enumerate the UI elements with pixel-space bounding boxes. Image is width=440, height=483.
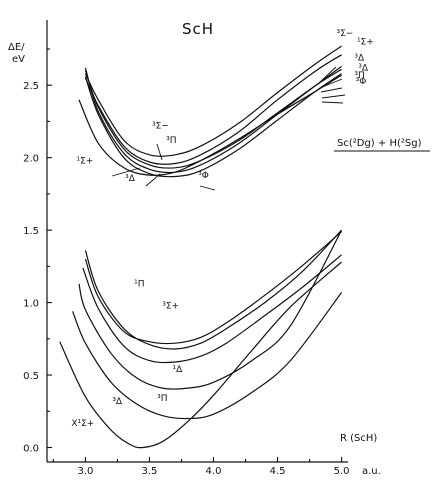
chart-title: ScH xyxy=(182,20,214,38)
state-label: X¹Σ+ xyxy=(71,419,94,429)
leader-line xyxy=(145,173,161,187)
x-tick-label: 3.5 xyxy=(142,466,158,477)
series-curve xyxy=(84,229,343,350)
state-label: ³Φ xyxy=(198,171,209,181)
series-curve xyxy=(59,261,342,449)
state-label: ³Σ− xyxy=(152,122,169,132)
x-tick-label: 4.5 xyxy=(270,466,286,477)
leader-line xyxy=(317,66,337,85)
axes: 0.0 0.5 1.0 1.5 2.0 2.5 3.0 3.5 4.0 4.5 5.0 xyxy=(23,20,350,477)
state-label: ³Π xyxy=(354,71,364,81)
leader-line xyxy=(319,78,343,89)
state-label: ¹Σ+ xyxy=(76,156,93,166)
x-axis-unit: a.u. xyxy=(362,466,381,477)
series-curve xyxy=(84,231,342,345)
state-label: ³Δ xyxy=(354,54,365,64)
leader-line xyxy=(156,143,163,161)
state-label: ¹Δ xyxy=(173,365,184,375)
state-label: ³Δ xyxy=(125,174,136,184)
series-curve xyxy=(84,68,342,169)
leader-line xyxy=(321,94,346,99)
series-curve xyxy=(84,45,342,157)
state-label: ³Δ xyxy=(112,397,123,407)
series-curve xyxy=(84,54,342,165)
x-tick-label: 3.0 xyxy=(77,466,93,477)
y-tick-label: 2.0 xyxy=(23,154,39,165)
series-curve xyxy=(82,254,342,364)
y-axis-label-line2: eV xyxy=(12,54,25,65)
y-tick-label: 1.5 xyxy=(23,226,39,237)
series-curve xyxy=(78,74,342,176)
leader-line xyxy=(320,87,343,93)
series-curve xyxy=(84,73,342,178)
leader-line xyxy=(199,185,216,191)
leader-line xyxy=(321,101,344,104)
curves xyxy=(59,45,343,449)
state-label: ³Σ+ xyxy=(162,301,179,311)
state-label: ¹Σ+ xyxy=(357,38,374,48)
series-curve xyxy=(78,229,343,390)
series-curve xyxy=(84,65,342,174)
series-curve xyxy=(72,292,343,420)
state-label: ¹Π xyxy=(134,280,144,290)
y-tick-label: 0.0 xyxy=(23,444,39,455)
x-tick-label: 5.0 xyxy=(334,466,350,477)
state-label: ³Π xyxy=(157,394,167,404)
x-axis-label: R (ScH) xyxy=(340,433,377,444)
x-tick-label: 4.0 xyxy=(206,466,222,477)
state-label: ³Σ− xyxy=(336,29,353,39)
state-label: ³Π xyxy=(166,136,176,146)
y-tick-label: 1.0 xyxy=(23,299,39,310)
leader-line xyxy=(111,167,141,177)
y-tick-label: 2.5 xyxy=(23,81,39,92)
state-label: ³Φ xyxy=(356,77,367,87)
state-label: ³Δ xyxy=(358,64,369,74)
y-tick-label: 0.5 xyxy=(23,371,39,382)
asymptote-label: Sc(²Dg) + H(²Sg) xyxy=(337,138,422,149)
y-axis-label-line1: ΔE/ xyxy=(8,42,25,53)
